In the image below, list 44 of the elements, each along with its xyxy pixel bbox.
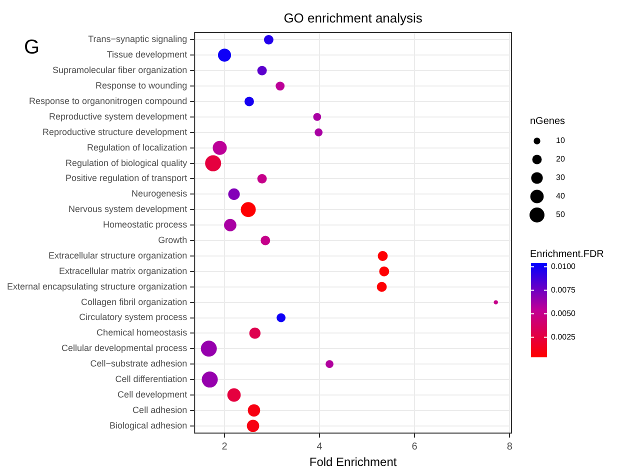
y-tick-label: Supramolecular fiber organization: [52, 65, 188, 76]
y-tick-label: Cellular developmental process: [62, 343, 188, 354]
y-tick-label: Extracellular matrix organization: [59, 266, 188, 276]
color-bar-label: 0.0075: [551, 285, 576, 294]
y-tick-label: Trans−synaptic signaling: [88, 34, 188, 44]
x-axis-title: Fold Enrichment: [309, 455, 398, 470]
x-tick-label: 4: [316, 441, 323, 452]
color-bar-label: 0.0100: [551, 262, 576, 271]
y-tick-label: Nervous system development: [68, 204, 188, 214]
y-tick-label: Reproductive structure development: [42, 126, 188, 137]
y-tick-label: Tissue development: [106, 50, 188, 60]
y-tick-label: Chemical homeostasis: [96, 328, 188, 338]
y-tick-label: Positive regulation of transport: [66, 173, 188, 184]
text: G: [24, 36, 40, 59]
y-tick-label: Cell−substrate adhesion: [90, 358, 188, 369]
y-tick-label: Cell development: [118, 389, 188, 400]
chart-title: GO enrichment analysis: [284, 10, 423, 26]
y-tick-label: Extracellular structure organization: [48, 250, 188, 260]
y-tick-label: External encapsulating structure organization: [6, 281, 188, 292]
y-tick-label: Cell adhesion: [132, 404, 188, 415]
legend-label: 10: [556, 136, 566, 146]
y-tick-label: Homeostatic process: [103, 220, 188, 230]
y-tick-label: Regulation of localization: [87, 142, 188, 152]
legend-label: 20: [556, 154, 566, 164]
y-tick-label: Growth: [158, 235, 188, 246]
color-bar-title: Enrichment.FDR: [530, 248, 604, 260]
y-tick-label: Response to wounding: [96, 80, 188, 91]
y-tick-label: Collagen fibril organization: [81, 296, 188, 307]
y-tick-label: Neurogenesis: [132, 188, 188, 199]
color-bar-label: 0.0025: [551, 332, 576, 342]
legend-label: 30: [556, 173, 566, 182]
color-bar-label: 0.0050: [551, 308, 576, 318]
x-tick-label: 6: [412, 441, 418, 452]
y-tick-label: Circulatory system process: [79, 312, 188, 322]
y-tick-label: Regulation of biological quality: [66, 158, 188, 168]
legend-label: 40: [556, 192, 566, 201]
y-tick-label: Cell differentiation: [115, 374, 188, 384]
x-tick-label: 8: [506, 441, 513, 452]
legend-label: 50: [556, 210, 566, 220]
legend-title: nGenes: [530, 116, 566, 127]
y-tick-label: Response to organonitrogen compound: [28, 96, 188, 106]
x-tick-label: 2: [222, 441, 228, 452]
y-tick-label: Reproductive system development: [49, 111, 188, 122]
y-tick-label: Biological adhesion: [110, 420, 188, 430]
